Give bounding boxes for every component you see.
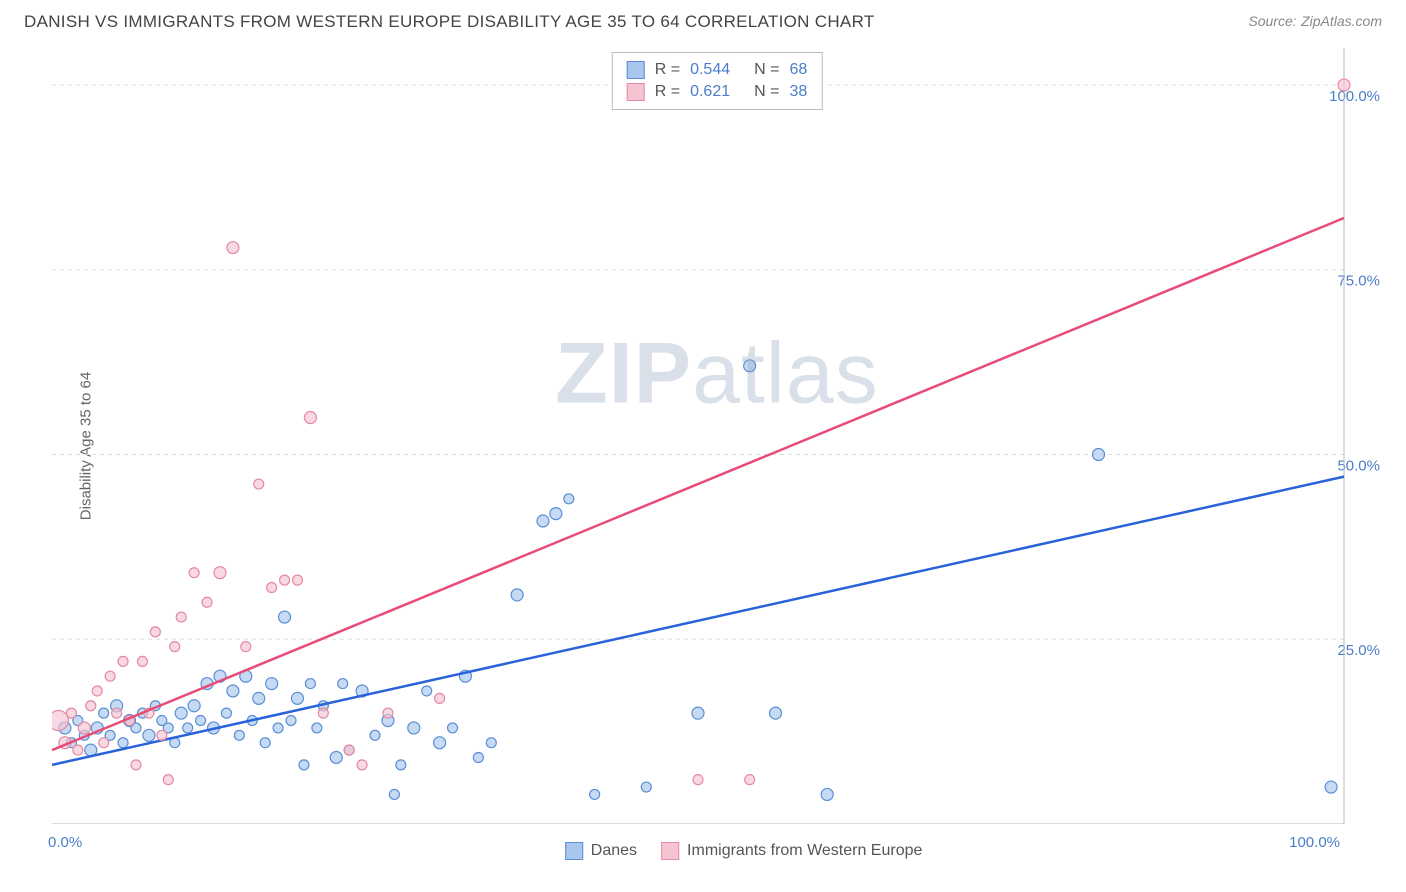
r-value: 0.544: [690, 61, 730, 79]
source-label: Source:: [1248, 13, 1296, 29]
series-legend: Danes Immigrants from Western Europe: [565, 842, 923, 860]
legend-swatch: [565, 842, 583, 860]
source: Source: ZipAtlas.com: [1248, 13, 1382, 31]
r-label: R =: [655, 61, 680, 79]
svg-text:100.0%: 100.0%: [1329, 88, 1380, 105]
r-label: R =: [655, 83, 680, 101]
chart-plot-area: 25.0%50.0%75.0%100.0% ZIPatlas R =0.544N…: [52, 48, 1382, 824]
r-value: 0.621: [690, 83, 730, 101]
n-value: 38: [789, 83, 807, 101]
legend-row: R = 0.621 N = 38: [627, 81, 808, 103]
series-legend-item: Danes: [565, 842, 637, 860]
series-label: Immigrants from Western Europe: [687, 842, 922, 860]
n-value: 68: [789, 61, 807, 79]
source-name: ZipAtlas.com: [1301, 13, 1382, 29]
x-min-label: 0.0%: [48, 834, 82, 851]
n-label: N =: [754, 61, 779, 79]
series-label: Danes: [591, 842, 637, 860]
legend-row: R = 0.544 N = 68: [627, 59, 808, 81]
legend-swatch: [627, 83, 645, 101]
legend-swatch: [627, 61, 645, 79]
correlation-legend: R = 0.544 N = 68 R = 0.621 N = 38: [612, 52, 823, 110]
series-legend-item: Immigrants from Western Europe: [661, 842, 922, 860]
scatter-plot-svg: 25.0%50.0%75.0%100.0%: [52, 48, 1382, 824]
chart-title: DANISH VS IMMIGRANTS FROM WESTERN EUROPE…: [24, 12, 875, 32]
legend-swatch: [661, 842, 679, 860]
x-max-label: 100.0%: [1289, 834, 1340, 851]
n-label: N =: [754, 83, 779, 101]
